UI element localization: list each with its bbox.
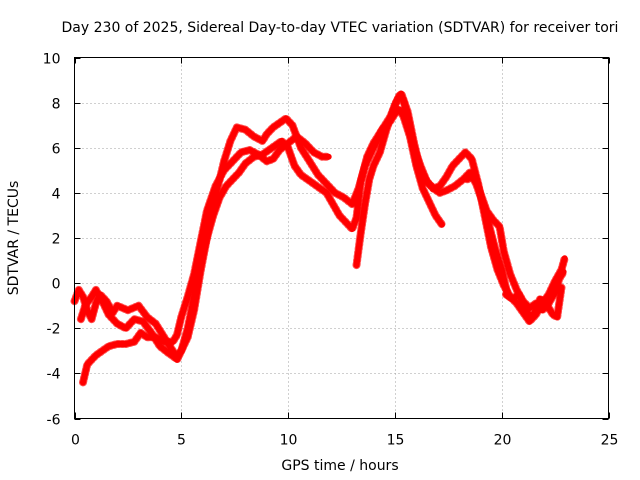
y-tick-label: 2 [52, 232, 61, 248]
series-markers-segment-6 [502, 283, 566, 321]
x-tick-label: 15 [387, 433, 405, 449]
y-tick-label: -4 [47, 367, 61, 383]
tick-labels: 0 5 10 15 20 25 -6 -4 -2 0 2 4 6 8 10 [43, 52, 619, 449]
axis-ticks [74, 57, 610, 420]
x-tick-label: 5 [177, 433, 186, 449]
x-tick-label: 10 [280, 433, 298, 449]
series-markers-segment-5 [463, 168, 568, 315]
y-tick-label: 8 [52, 97, 61, 113]
y-tick-label: -6 [47, 413, 61, 429]
x-tick-label: 0 [71, 433, 80, 449]
y-axis-label: SDTVAR / TECUs [6, 181, 22, 296]
x-tick-label: 20 [494, 433, 512, 449]
y-tick-label: 10 [43, 52, 61, 68]
y-tick-label: 0 [52, 277, 61, 293]
x-tick-label: 25 [601, 433, 619, 449]
y-tick-label: -2 [47, 322, 61, 338]
y-tick-label: 4 [52, 187, 61, 203]
series-layer [70, 89, 569, 387]
y-tick-label: 6 [52, 142, 61, 158]
x-axis-label: GPS time / hours [281, 458, 398, 474]
series-markers-segment-3 [79, 132, 333, 387]
chart-title: Day 230 of 2025, Sidereal Day-to-day VTE… [62, 20, 619, 36]
